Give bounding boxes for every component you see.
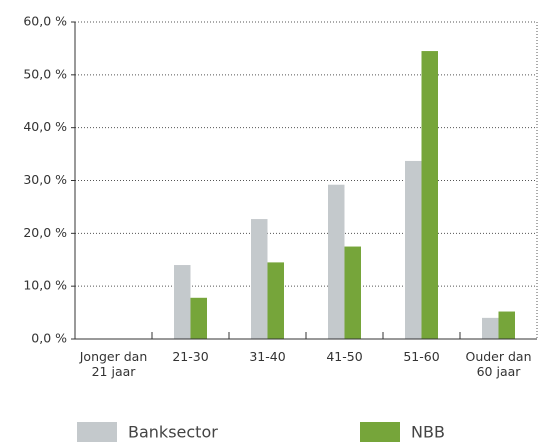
bar: [267, 262, 284, 339]
bar: [190, 297, 207, 339]
x-tick-label: 41-50: [326, 349, 363, 364]
bar: [421, 51, 438, 339]
x-tick-label: 51-60: [403, 349, 440, 364]
bar: [405, 160, 422, 339]
bar: [174, 265, 191, 339]
bar: [482, 317, 499, 339]
bar: [498, 311, 515, 339]
x-tick-label: 21-30: [172, 349, 209, 364]
bar: [344, 246, 361, 339]
y-tick-label: 50,0 %: [23, 66, 67, 81]
y-tick-label: 60,0 %: [23, 14, 67, 29]
x-tick-label: Jonger dan 21 jaar: [79, 349, 148, 379]
y-tick-label: 10,0 %: [23, 278, 67, 293]
y-tick-label: 20,0 %: [23, 225, 67, 240]
legend-label: NBB: [411, 423, 445, 442]
legend-label: Banksector: [128, 423, 218, 442]
y-tick-label: 30,0 %: [23, 172, 67, 187]
legend-swatch: [360, 422, 400, 442]
y-tick-label: 0,0 %: [31, 331, 67, 346]
x-tick-label: 31-40: [249, 349, 286, 364]
bar: [251, 219, 268, 339]
legend-swatch: [77, 422, 117, 442]
bar: [328, 184, 345, 339]
y-tick-label: 40,0 %: [23, 119, 67, 134]
x-tick-label: Ouder dan 60 jaar: [465, 349, 532, 379]
